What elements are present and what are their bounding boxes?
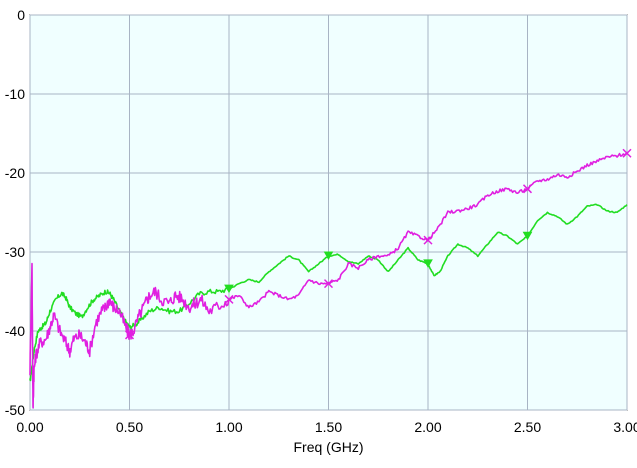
x-tick-label: 3.00	[613, 419, 637, 435]
y-tick-label: -30	[5, 244, 25, 260]
marker-stroke	[224, 294, 234, 304]
series-2-marker	[522, 184, 533, 194]
series-2-marker	[323, 279, 334, 289]
y-tick-label: -40	[5, 323, 25, 339]
series-line-2	[29, 152, 628, 409]
marker-stroke	[622, 148, 632, 158]
marker-layer	[124, 148, 632, 340]
marker-stroke	[522, 184, 533, 194]
y-tick-label: -50	[5, 402, 25, 418]
series-2-marker	[622, 148, 632, 158]
y-tick-label: 0	[17, 7, 25, 23]
x-tick-labels: 0.00 0.50 1.00 1.50 2.00 2.50 3.00	[16, 419, 637, 435]
y-tick-label: -10	[5, 86, 25, 102]
x-tick-label: 2.50	[514, 419, 541, 435]
series-1-marker	[522, 231, 533, 241]
x-axis-title: Freq (GHz)	[294, 439, 364, 455]
series-2-marker	[124, 330, 135, 340]
series-1-marker	[423, 259, 433, 268]
series-line-1	[29, 203, 628, 382]
series-layer	[29, 152, 628, 409]
x-tick-label: 1.50	[315, 419, 342, 435]
y-tick-label: -20	[5, 165, 25, 181]
marker-stroke	[323, 279, 334, 289]
marker-stroke	[423, 235, 433, 245]
x-tick-label: 0.50	[116, 419, 143, 435]
marker-stroke	[124, 330, 135, 340]
x-tick-label: 0.00	[16, 419, 43, 435]
series-2-marker	[423, 235, 433, 245]
x-tick-label: 1.00	[215, 419, 242, 435]
series-2-marker	[224, 294, 234, 304]
series-1-marker	[224, 284, 234, 294]
y-tick-labels: 0 -10 -20 -30 -40 -50	[5, 7, 25, 418]
series-1-marker	[323, 251, 334, 260]
x-tick-label: 2.00	[414, 419, 441, 435]
